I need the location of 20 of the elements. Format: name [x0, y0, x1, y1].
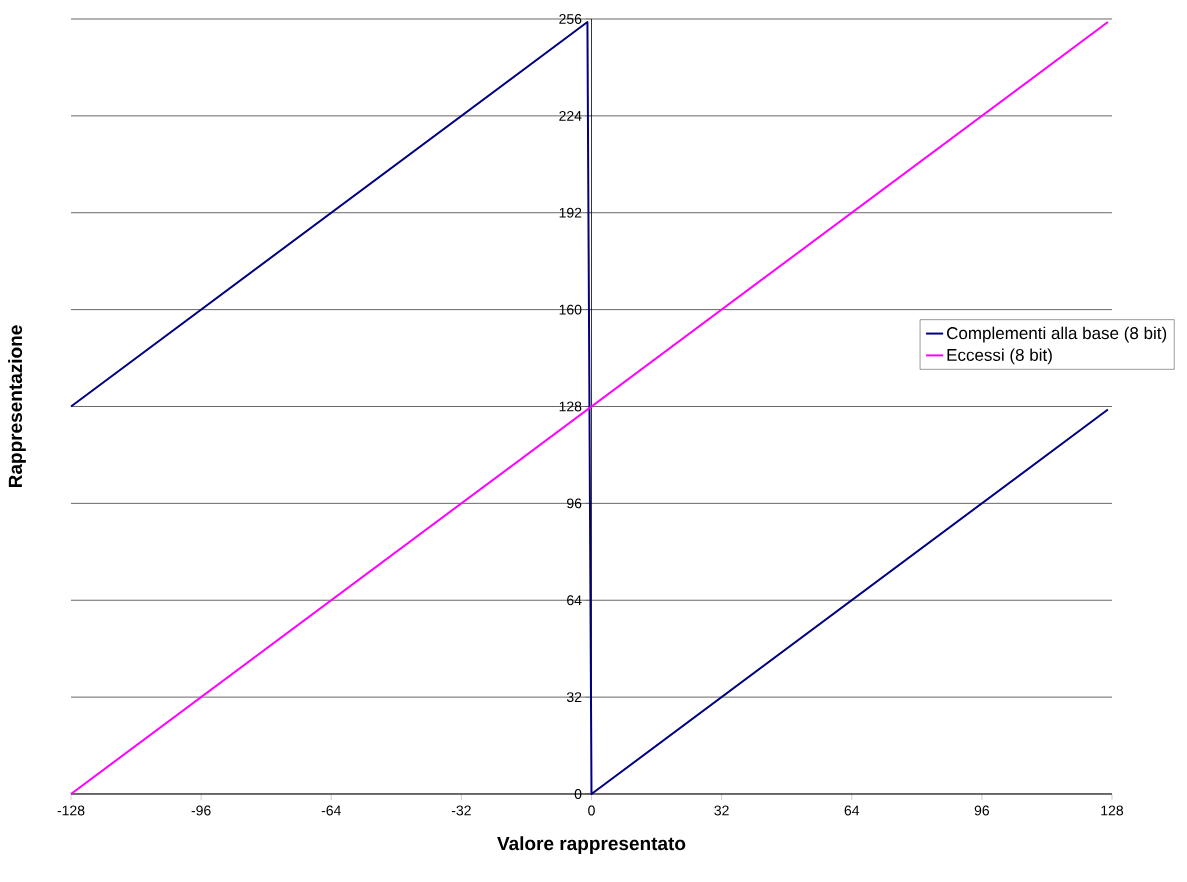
y-tick-label: 64: [567, 595, 582, 606]
x-tick-label: 32: [714, 805, 729, 816]
x-tick-label: 96: [974, 805, 990, 816]
x-tick-label: -96: [191, 805, 211, 816]
y-tick-label: 256: [559, 14, 582, 24]
y-axis-title: Rappresentazione: [8, 325, 26, 488]
x-tick-label: 64: [844, 805, 860, 816]
x-tick-label: -32: [451, 805, 471, 816]
y-tick-label: 224: [559, 110, 582, 121]
legend-label: Complementi alla base (8 bit): [947, 326, 1167, 343]
y-tick-label: 160: [559, 304, 582, 315]
y-tick-label: 192: [559, 207, 582, 218]
x-tick-label: -64: [321, 805, 341, 816]
x-axis-title: Valore rappresentato: [497, 836, 686, 854]
legend-label: Eccessi (8 bit): [947, 348, 1052, 365]
x-tick-label: 128: [1101, 805, 1124, 816]
y-tick-label: 96: [567, 498, 582, 509]
x-tick-label: 0: [588, 805, 595, 816]
x-tick-label: -128: [57, 805, 85, 816]
y-tick-label: 32: [566, 692, 582, 703]
